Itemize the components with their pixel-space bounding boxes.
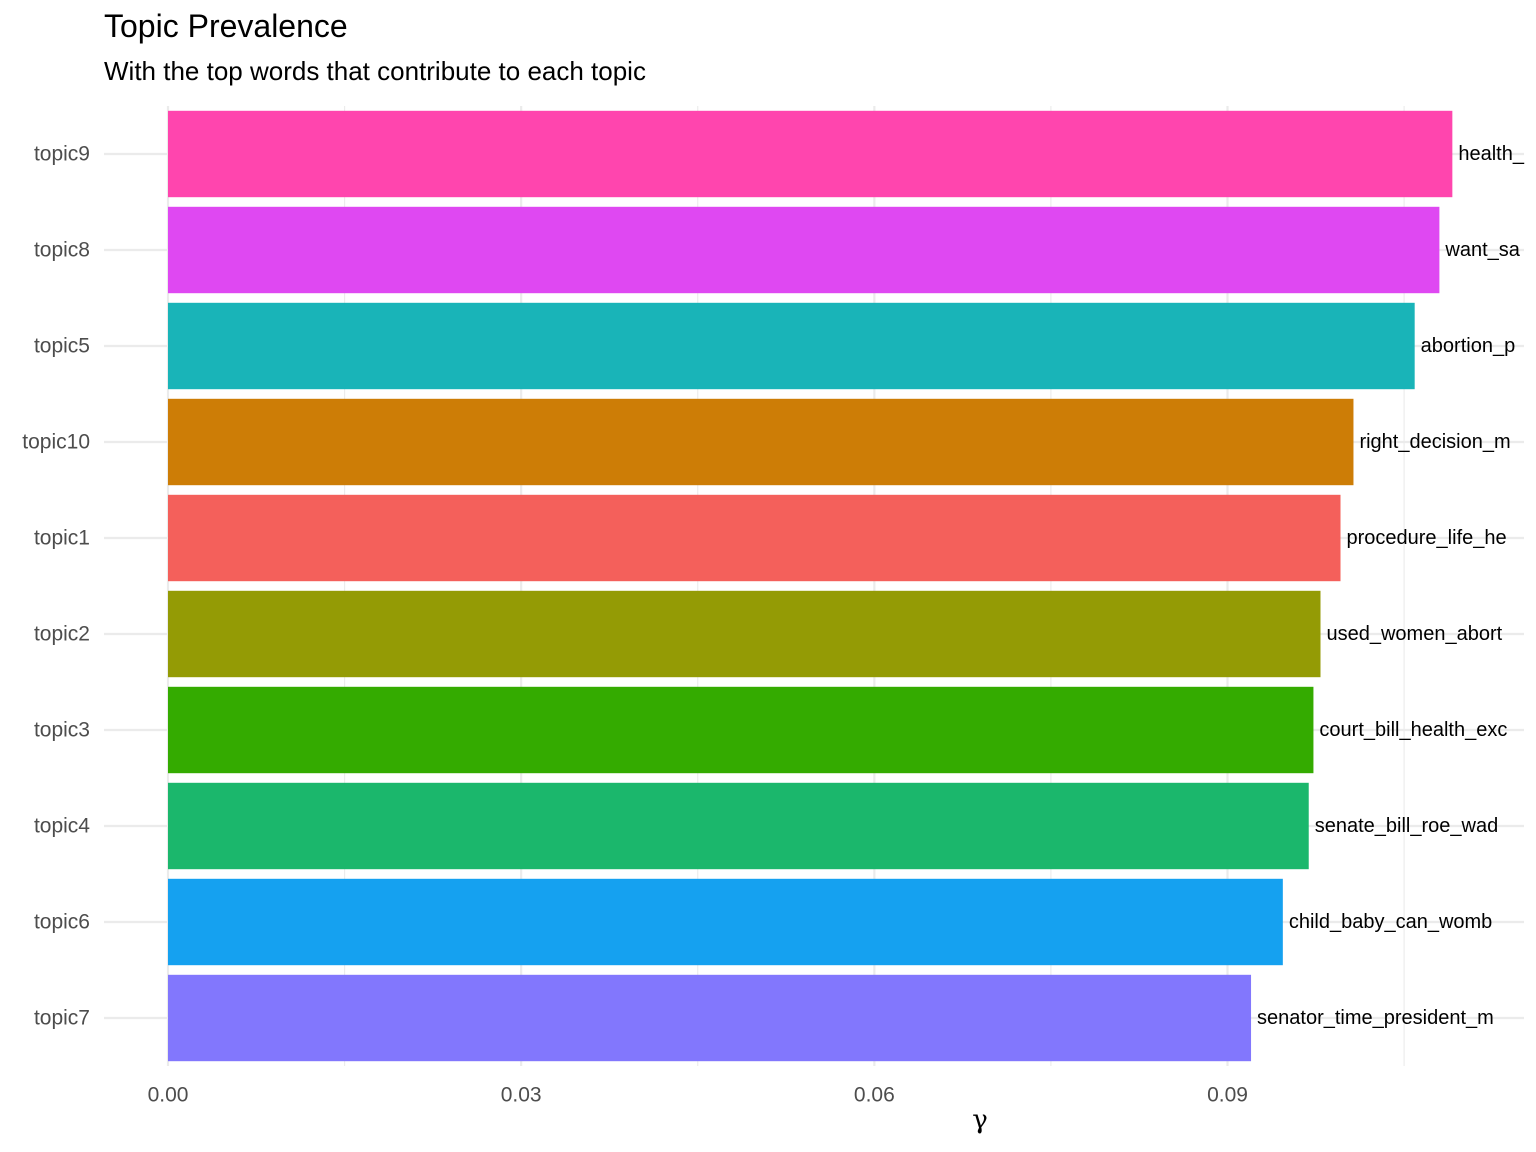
bar-label-topic5: abortion_p	[1421, 335, 1516, 357]
x-tick-label: 0.06	[854, 1084, 895, 1107]
y-tick-label-topic10: topic10	[22, 431, 90, 454]
x-tick-label: 0.03	[501, 1084, 542, 1107]
bar-topic1	[168, 494, 1341, 582]
y-tick-label-topic4: topic4	[34, 815, 90, 838]
x-tick-label: 0.09	[1207, 1084, 1248, 1107]
y-tick-label-topic8: topic8	[34, 239, 90, 262]
bar-topic9	[168, 110, 1453, 198]
x-tick-label: 0.00	[148, 1084, 189, 1107]
bar-topic8	[168, 206, 1440, 294]
bars	[168, 110, 1453, 1062]
bar-label-topic4: senate_bill_roe_wad	[1315, 815, 1498, 837]
bar-label-topic8: want_sa	[1444, 239, 1520, 261]
y-tick-label-topic3: topic3	[34, 719, 90, 742]
y-tick-label-topic7: topic7	[34, 1007, 90, 1030]
axes: topic9 topic8 topic5 topic10 topic1 topic2 top…	[22, 143, 1248, 1107]
bar-topic6	[168, 878, 1283, 966]
chart-title: Topic Prevalence	[104, 8, 348, 44]
bar-topic3	[168, 686, 1314, 774]
bar-topic5	[168, 302, 1415, 390]
y-tick-label-topic1: topic1	[34, 527, 90, 550]
y-tick-label-topic9: topic9	[34, 143, 90, 166]
y-tick-label-topic2: topic2	[34, 623, 90, 646]
bar-label-topic2: used_women_abort	[1327, 623, 1503, 645]
bar-topic10	[168, 398, 1354, 486]
y-tick-label-topic5: topic5	[34, 335, 90, 358]
bar-label-topic10: right_decision_m	[1359, 431, 1510, 453]
y-tick-label-topic6: topic6	[34, 911, 90, 934]
x-axis-title: γ	[972, 1105, 988, 1135]
bar-label-topic7: senator_time_president_m	[1257, 1007, 1494, 1029]
bar-topic7	[168, 974, 1252, 1062]
bar-label-topic6: child_baby_can_womb	[1289, 911, 1492, 933]
bar-label-topic9: health_	[1458, 143, 1524, 165]
bar-labels: health_ want_sa abortion_p right_decision_m…	[1257, 143, 1525, 1029]
bar-topic4	[168, 782, 1309, 870]
bar-topic2	[168, 590, 1321, 678]
bar-label-topic3: court_bill_health_exc	[1319, 719, 1507, 741]
bar-label-topic1: procedure_life_he	[1347, 527, 1507, 549]
chart-subtitle: With the top words that contribute to ea…	[104, 56, 646, 86]
